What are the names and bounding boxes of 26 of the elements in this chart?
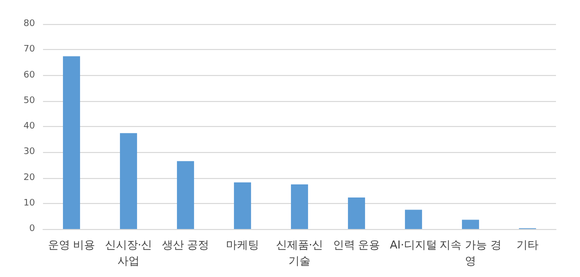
x-tick-label: 마케팅 <box>226 238 259 252</box>
y-tick-label: 60 <box>24 70 36 80</box>
x-tick-label: 지속 가능 경영 <box>440 238 502 268</box>
y-tick-label: 0 <box>29 224 36 234</box>
x-tick-label: 신시장·신사업 <box>104 238 152 268</box>
y-tick-label: 70 <box>24 44 36 55</box>
bar <box>404 210 422 229</box>
y-tick-label: 50 <box>24 96 36 106</box>
bar <box>234 182 252 229</box>
x-tick-label: 운영 비용 <box>48 238 96 252</box>
bar <box>348 197 366 229</box>
bar <box>176 161 194 229</box>
x-tick-label: 신제품·신기술 <box>276 238 324 268</box>
bar <box>462 220 480 229</box>
bar <box>62 56 80 229</box>
bar <box>290 184 308 229</box>
y-tick-label: 10 <box>24 198 36 208</box>
y-tick-label: 40 <box>24 122 36 132</box>
y-tick-label: 80 <box>24 19 36 29</box>
x-tick-label: 인력 운용 <box>332 238 380 252</box>
x-tick-label: 기타 <box>516 238 538 252</box>
bar <box>120 133 138 229</box>
x-tick-label: 생산 공정 <box>162 238 210 252</box>
y-tick-label: 30 <box>24 147 36 158</box>
x-tick-label: AI·디지털 <box>390 238 438 252</box>
y-tick-label: 20 <box>24 172 36 183</box>
